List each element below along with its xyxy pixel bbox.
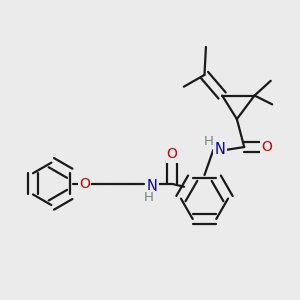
Text: N: N [147, 179, 158, 194]
Text: O: O [79, 177, 90, 191]
Text: O: O [262, 140, 272, 154]
Text: H: H [144, 190, 154, 204]
Text: H: H [204, 135, 214, 148]
Text: O: O [167, 147, 178, 161]
Text: N: N [214, 142, 226, 158]
